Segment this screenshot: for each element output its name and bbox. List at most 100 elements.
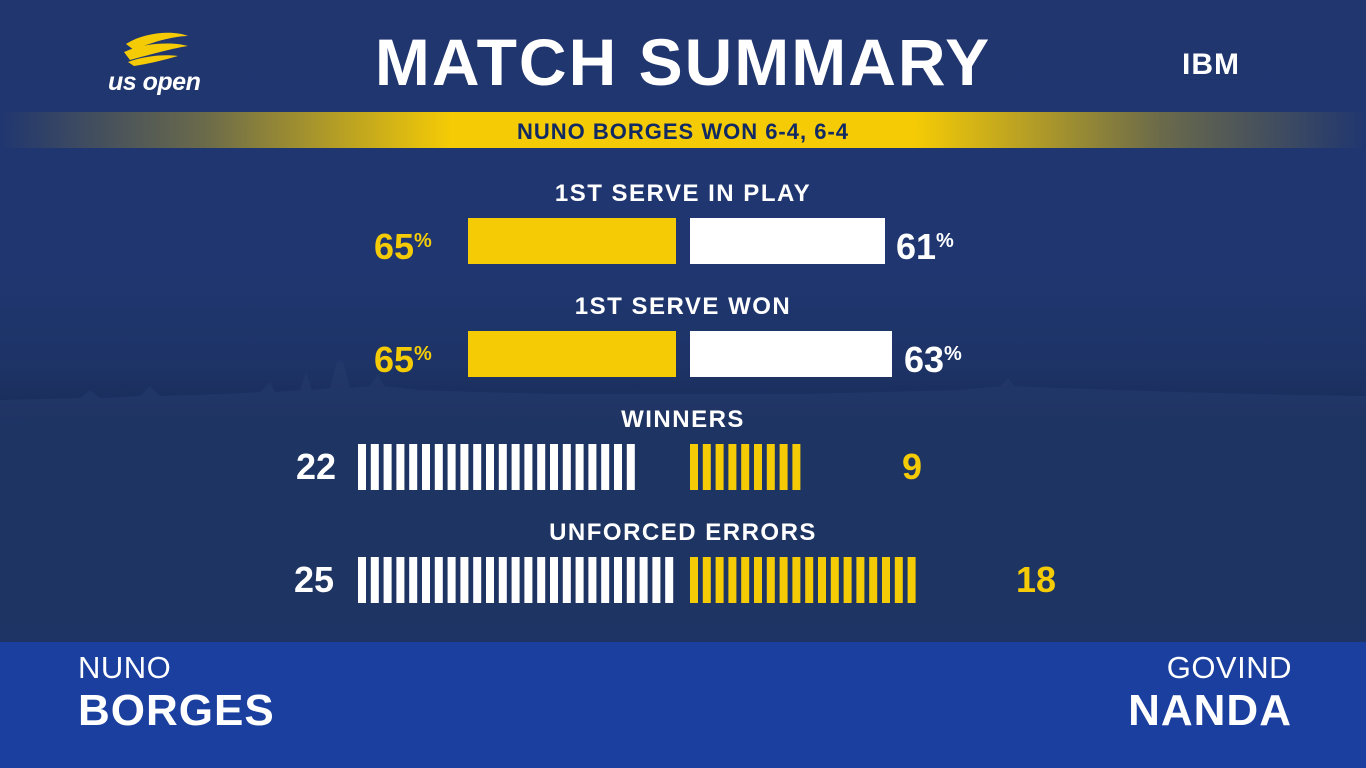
stat-tick: [652, 557, 661, 603]
stat-tick: [422, 444, 430, 490]
stat-tick: [818, 557, 826, 603]
stat-right-value: 63%: [904, 339, 962, 380]
stat-tick: [626, 557, 635, 603]
match-result: NUNO BORGES WON 6-4, 6-4: [516, 119, 850, 144]
stat-tick: [473, 444, 482, 490]
stat-left-value: 25: [294, 559, 335, 600]
stat-tick: [575, 557, 584, 603]
stat-tick: [741, 444, 750, 490]
stat-tick: [422, 557, 430, 603]
stat-tick: [550, 557, 558, 603]
page-title: MATCH SUMMARY: [374, 25, 992, 99]
stat-tick: [830, 557, 839, 603]
stat-tick: [537, 444, 546, 490]
player-left: NUNO BORGES: [78, 652, 275, 733]
stat-tick: [409, 444, 418, 490]
stat-tick: [715, 557, 724, 603]
stat-tick: [779, 444, 788, 490]
stat-tick: [754, 444, 762, 490]
stat-tick: [486, 557, 494, 603]
stat-tick: [702, 444, 711, 490]
stat-tick: [358, 444, 366, 490]
stat-tick: [690, 557, 698, 603]
stat-right-value: 9: [902, 446, 923, 487]
logo-wordmark: us open: [108, 68, 201, 96]
player-first-name: NUNO: [78, 650, 172, 685]
players-band: [0, 642, 1366, 768]
player-first-name: GOVIND: [1166, 650, 1292, 685]
stat-tick: [779, 557, 788, 603]
stat-tick: [562, 444, 571, 490]
stat-tick: [383, 557, 392, 603]
stat-tick: [575, 444, 584, 490]
sponsor-logo: IBM: [1182, 48, 1240, 82]
stat-tick: [715, 444, 724, 490]
stat-tick: [460, 557, 469, 603]
stat-left-value: 65%: [374, 339, 432, 380]
stat-left-ticks: [358, 557, 678, 603]
stat-tick: [409, 557, 418, 603]
stat-tick: [907, 557, 916, 603]
city-skyline-background: [0, 360, 1366, 650]
player-last-name: BORGES: [78, 686, 275, 735]
stat-tick: [562, 557, 571, 603]
stat-tick: [766, 557, 775, 603]
stat-tick: [498, 557, 507, 603]
stat-right-value: 18: [1016, 559, 1057, 600]
player-last-name: NANDA: [1128, 686, 1292, 735]
stat-right-value: 61%: [896, 226, 954, 267]
stat-title-winners: WINNERS: [621, 406, 745, 433]
stat-tick: [524, 444, 533, 490]
stat-left-bar: [468, 218, 676, 264]
stat-tick: [728, 557, 737, 603]
stat-title-first-serve-won: 1ST SERVE WON: [574, 293, 792, 320]
stat-title-first-serve-in-play: 1ST SERVE IN PLAY: [554, 180, 812, 207]
us-open-logo: us open: [104, 30, 214, 100]
stat-tick: [396, 557, 405, 603]
stat-tick: [383, 444, 392, 490]
stat-tick: [396, 444, 405, 490]
stat-tick: [614, 557, 622, 603]
stat-tick: [358, 557, 366, 603]
stat-tick: [601, 444, 610, 490]
stat-right-ticks: [690, 444, 806, 490]
stat-tick: [805, 557, 814, 603]
stat-left-value: 65%: [374, 226, 432, 267]
stat-tick: [766, 444, 775, 490]
stat-tick: [511, 444, 520, 490]
stat-tick: [792, 444, 801, 490]
stat-tick: [498, 444, 507, 490]
stat-tick: [537, 557, 546, 603]
stat-tick: [588, 444, 597, 490]
stat-tick: [434, 444, 443, 490]
stat-tick: [434, 557, 443, 603]
stat-tick: [894, 557, 903, 603]
stat-tick: [370, 444, 379, 490]
stat-tick: [601, 557, 610, 603]
stat-left-value: 22: [296, 446, 337, 487]
stat-left-bar: [468, 331, 676, 377]
stat-tick: [370, 557, 379, 603]
stat-tick: [792, 557, 801, 603]
stat-tick: [447, 444, 456, 490]
stat-tick: [690, 444, 698, 490]
stat-tick: [550, 444, 558, 490]
stat-right-bar: [690, 218, 885, 264]
player-right: GOVIND NANDA: [1128, 652, 1292, 733]
stat-right-bar: [690, 331, 892, 377]
result-banner: [0, 112, 1366, 148]
stat-tick: [473, 557, 482, 603]
stat-right-ticks: [690, 557, 921, 603]
stat-tick: [856, 557, 865, 603]
stat-tick: [882, 557, 890, 603]
stat-title-unforced-errors: UNFORCED ERRORS: [549, 519, 817, 546]
stat-tick: [626, 444, 635, 490]
stat-tick: [524, 557, 533, 603]
stat-left-ticks: [358, 444, 640, 490]
sponsor-name: IBM: [1182, 48, 1240, 81]
stat-tick: [639, 557, 648, 603]
stat-tick: [702, 557, 711, 603]
stat-tick: [665, 557, 674, 603]
stat-tick: [869, 557, 878, 603]
stat-tick: [486, 444, 494, 490]
